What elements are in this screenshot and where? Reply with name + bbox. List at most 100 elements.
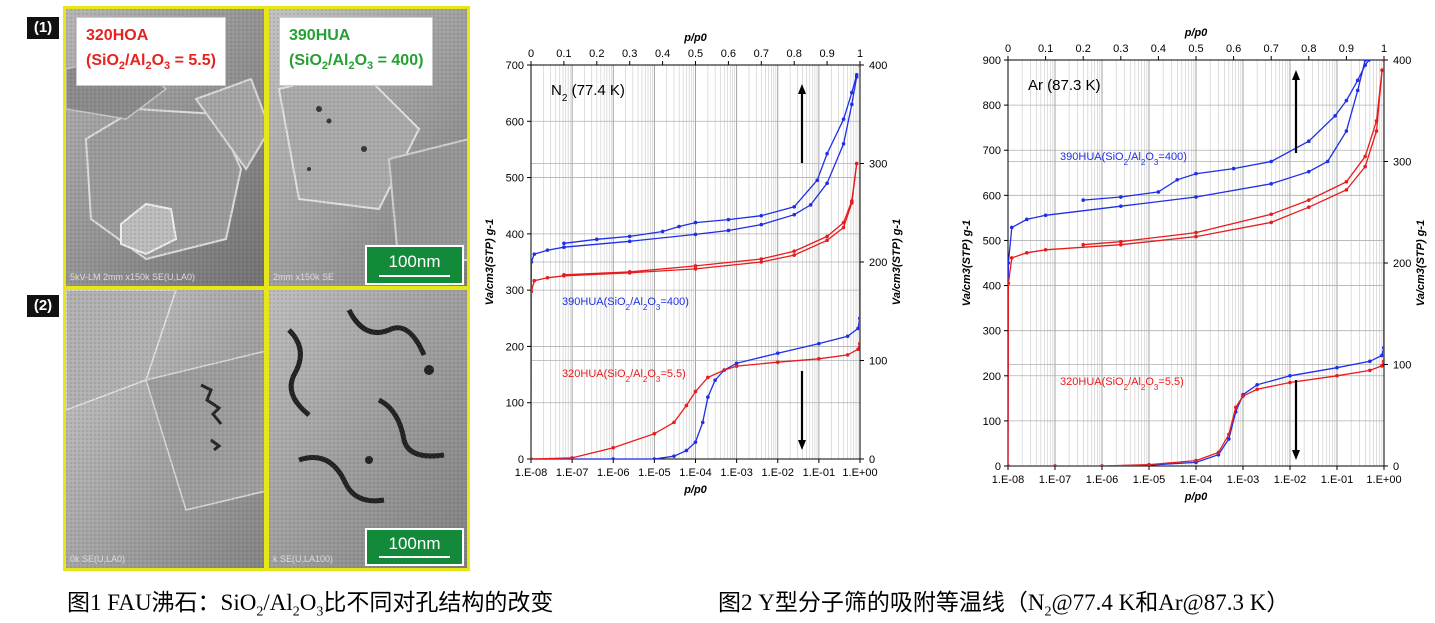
- label-part: =: [1158, 151, 1164, 163]
- data-point: [562, 241, 566, 246]
- data-point: [854, 161, 859, 166]
- data-point: [1288, 380, 1292, 385]
- sem-image-390hua-top: 390HUA (SiO2/Al2O3 = 400) 100nm 2mm x150…: [266, 6, 470, 289]
- data-point: [1233, 405, 1238, 410]
- sem-meta-text: 2mm x150k SE: [273, 272, 335, 282]
- data-point: [700, 420, 705, 425]
- y-left-tick-label: 300: [983, 326, 1001, 338]
- sample-ratio: (SiO2/Al2O3 = 400): [289, 52, 424, 73]
- chart-ar-svg: 1.E-08 1.E-07 1.E-06 1.E-05 1.E-04 1.E-03 1.E-…: [961, 27, 1427, 503]
- series-line-adsorption: [531, 65, 860, 459]
- y-left-tick-label: 400: [506, 229, 524, 241]
- data-point: [1081, 242, 1085, 247]
- y-left-tick-label: 600: [983, 190, 1001, 202]
- x-bottom-tick-label: 1.E-08: [992, 474, 1024, 486]
- sem-texture: [66, 290, 264, 568]
- data-point: [1227, 432, 1231, 437]
- data-point: [825, 238, 829, 243]
- series-line-adsorption: [1008, 70, 1383, 466]
- data-point: [1374, 129, 1379, 133]
- y-left-tick-label: 700: [983, 145, 1001, 157]
- data-point: [611, 457, 616, 459]
- label-part: 5: [1174, 376, 1180, 388]
- x-top-tick-label: 0.9: [819, 48, 834, 60]
- data-point: [825, 234, 829, 239]
- data-point: [759, 222, 764, 227]
- data-point: [652, 457, 657, 459]
- y-left-tick-label: 500: [983, 235, 1001, 247]
- data-point: [1119, 242, 1123, 247]
- sem-meta-text: k SE(U,LA100): [273, 554, 334, 564]
- series-line-adsorption: [1008, 60, 1384, 466]
- data-point: [1081, 198, 1085, 202]
- x-top-tick-label: 0.7: [1264, 43, 1279, 55]
- data-point: [1363, 164, 1367, 169]
- sample-name: 390HUA: [289, 27, 351, 44]
- data-point: [1269, 212, 1273, 217]
- data-point: [1380, 68, 1384, 72]
- x-top-tick-label: 0: [1005, 43, 1011, 55]
- label-part: 3: [562, 368, 568, 380]
- data-point: [1216, 450, 1221, 455]
- gas-subscript: 2: [562, 93, 568, 104]
- row-label-1: (1): [27, 17, 59, 39]
- data-point: [545, 275, 550, 280]
- y-left-tick-label: 600: [506, 116, 524, 128]
- label-part: 3: [656, 375, 661, 384]
- arrow-up-head: [1292, 70, 1300, 80]
- label-part: O: [647, 368, 656, 380]
- data-point: [531, 457, 533, 459]
- data-point: [1119, 204, 1123, 208]
- figure1-caption: 图1 FAU沸石：SiO2/Al2O3比不同对孔结构的改变: [67, 590, 554, 620]
- data-point: [734, 364, 739, 368]
- data-point: [1194, 195, 1198, 199]
- x-top-tick-label: 0.4: [1151, 43, 1166, 55]
- data-point: [1008, 464, 1010, 466]
- label-part: 3: [1154, 158, 1159, 167]
- data-point: [1269, 182, 1273, 186]
- scale-bar-label: 100nm: [388, 252, 441, 271]
- data-point: [1380, 353, 1384, 358]
- data-point: [693, 440, 698, 444]
- data-point: [726, 217, 731, 222]
- label-part: 3: [656, 303, 661, 312]
- data-point: [1008, 281, 1011, 286]
- label-part: 3: [1060, 151, 1066, 163]
- data-point: [1368, 368, 1372, 373]
- data-point: [562, 245, 566, 250]
- label-part: 4: [667, 296, 673, 308]
- y-right-tick-label: 300: [869, 159, 887, 171]
- series-line-desorption: [1083, 60, 1370, 201]
- label-part: 3: [1154, 383, 1159, 392]
- y-right-tick-label: 400: [869, 60, 887, 72]
- y-right-axis-title: Va/cm3(STP) g-1: [891, 219, 903, 305]
- data-point: [856, 347, 860, 352]
- chart-n2-svg: 1.E-08 1.E-07 1.E-06 1.E-05 1.E-04 1.E-03 1.E-…: [484, 32, 903, 496]
- x-top-tick-label: 0.1: [1038, 43, 1053, 55]
- label-part: ): [685, 296, 689, 308]
- y-left-tick-label: 200: [983, 371, 1001, 383]
- data-point: [684, 448, 689, 453]
- series-label-320hua: 320HUA(SiO2/Al2O3=5.5): [562, 368, 686, 384]
- x-top-tick-label: 0.1: [556, 48, 571, 60]
- data-point: [713, 378, 717, 383]
- data-point: [1025, 251, 1029, 255]
- data-point: [734, 361, 739, 366]
- data-point: [531, 260, 534, 264]
- data-point: [1344, 180, 1349, 184]
- x-top-axis-title: p/p0: [683, 32, 707, 44]
- label-part: ): [1180, 376, 1184, 388]
- data-point: [1269, 159, 1273, 164]
- data-point: [1307, 169, 1311, 174]
- data-point: [1009, 225, 1014, 230]
- y-right-tick-label: 0: [869, 454, 875, 466]
- data-point: [1307, 139, 1311, 143]
- data-point: [562, 273, 566, 277]
- data-point: [1367, 60, 1371, 62]
- label-part: 5: [1165, 376, 1171, 388]
- label-part: 0: [574, 296, 580, 308]
- label-part: 2: [1124, 158, 1129, 167]
- y-left-tick-label: 0: [995, 461, 1001, 473]
- data-point: [1307, 198, 1311, 202]
- y-right-tick-label: 100: [869, 356, 887, 368]
